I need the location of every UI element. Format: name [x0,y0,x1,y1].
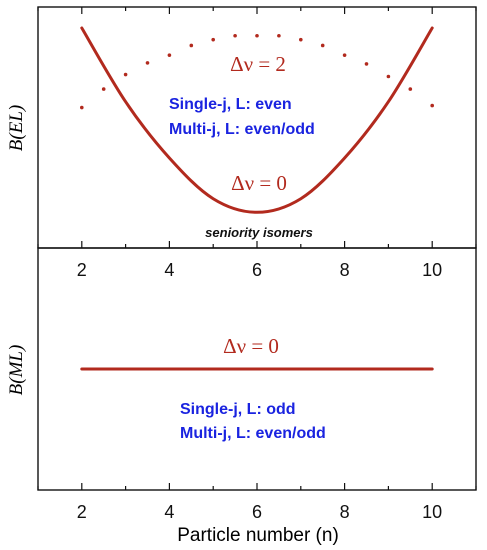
x-tick-label: 4 [164,260,174,280]
bottom-single-j-label: Single-j, L: odd [180,401,296,418]
series-point [430,103,435,108]
series-point [145,61,150,65]
series-point [80,105,84,110]
series-point [167,53,172,57]
bottom-panel-tick-labels: 2 4 6 8 10 [77,502,442,522]
bottom-delta0-label: Δν = 0 [223,334,279,358]
series-point [255,33,259,38]
series-point [299,37,303,42]
series-point [364,62,369,66]
series-point [101,87,106,91]
x-tick-label: 10 [422,502,442,522]
series-point [189,43,194,48]
series-point [408,87,413,91]
bottom-panel-x-ticks [37,483,477,490]
x-tick-label: 2 [77,260,87,280]
series-point [277,33,281,38]
top-ylabel: B(EL) [6,105,27,151]
seniority-isomers-label: seniority isomers [205,225,313,240]
series-point [320,43,325,48]
top-panel-x-ticks [37,7,477,248]
bottom-ylabel: B(ML) [6,345,27,396]
x-tick-label: 8 [340,260,350,280]
series-point [386,74,391,79]
x-axis-label: Particle number (n) [177,525,339,546]
top-delta2-label: Δν = 2 [230,52,286,76]
x-tick-label: 4 [164,502,174,522]
x-tick-label: 6 [252,260,262,280]
top-single-j-label: Single-j, L: even [169,96,292,113]
top-multi-j-label: Multi-j, L: even/odd [169,121,315,138]
series-point [211,37,215,42]
top-panel-tick-labels: 2 4 6 8 10 [77,260,442,280]
bottom-multi-j-label: Multi-j, L: even/odd [180,425,326,442]
x-tick-label: 8 [340,502,350,522]
x-tick-label: 6 [252,502,262,522]
series-line [80,26,434,214]
top-panel-series [80,26,435,214]
x-tick-label: 10 [422,260,442,280]
series-point [233,33,237,38]
series-point [342,53,347,57]
x-tick-label: 2 [77,502,87,522]
series-point [123,72,128,77]
top-delta0-label: Δν = 0 [231,171,287,195]
